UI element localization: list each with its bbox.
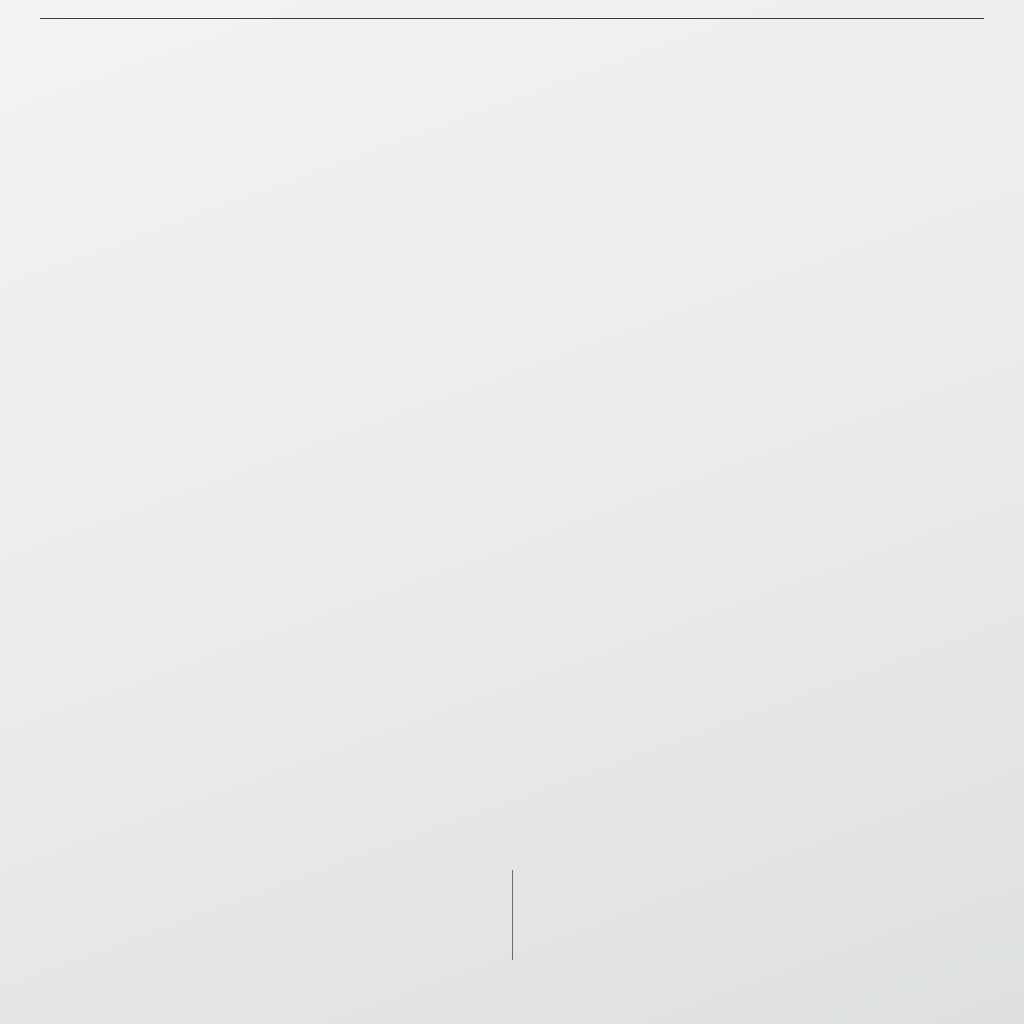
title-bar — [22, 18, 1002, 22]
title-rule-left — [40, 18, 984, 19]
axis-line — [512, 870, 513, 960]
sunburst-chart — [14, 52, 1010, 872]
sunburst-svg — [14, 52, 1010, 872]
